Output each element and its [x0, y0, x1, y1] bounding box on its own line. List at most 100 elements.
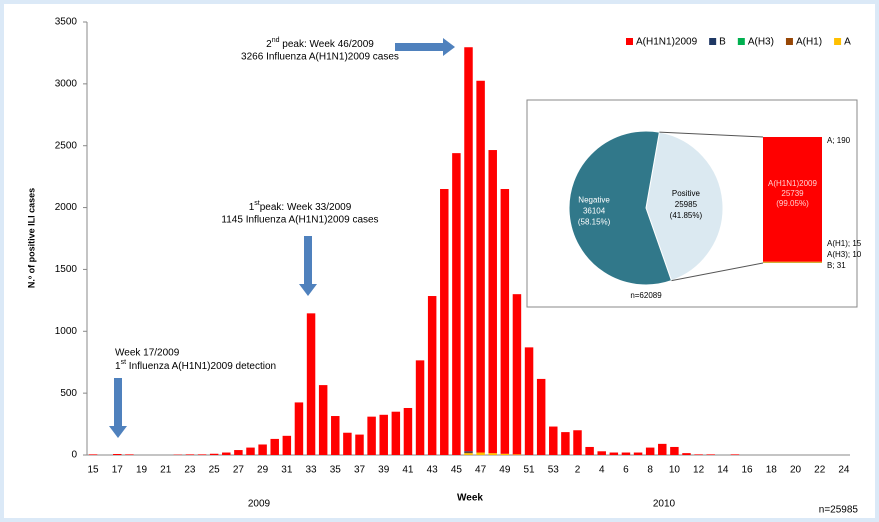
bar-segment	[512, 294, 522, 455]
inset-segment-label: A; 190	[827, 136, 851, 145]
bar-segment	[415, 360, 425, 455]
bar-segment	[391, 411, 401, 455]
bar-segment	[258, 444, 267, 455]
inset-bar-segment	[763, 261, 822, 263]
arrow	[109, 378, 127, 438]
bar-segment	[633, 452, 643, 455]
bar-segment	[464, 451, 473, 453]
x-tick-label: 45	[451, 465, 463, 476]
year-label: 2009	[248, 499, 271, 510]
y-tick-label: 3500	[55, 17, 78, 28]
bar-segment	[294, 402, 304, 455]
bar-segment	[476, 80, 485, 453]
pie-label: Positive	[672, 189, 701, 198]
pie-slice	[568, 130, 673, 286]
bar-segment	[488, 150, 497, 454]
x-tick-label: 14	[717, 465, 729, 476]
x-tick-label: 24	[838, 465, 850, 476]
bar-segment	[88, 454, 98, 455]
bar-segment	[658, 443, 667, 455]
bars	[88, 47, 740, 455]
x-tick-label: 31	[281, 465, 293, 476]
bar-segment	[452, 153, 461, 455]
x-tick-label: 17	[112, 465, 124, 476]
connector	[671, 262, 764, 282]
y-tick-label: 500	[60, 388, 77, 399]
bar-segment	[536, 378, 546, 455]
bar-segment	[318, 385, 328, 455]
x-tick-label: 20	[790, 465, 802, 476]
legend-label: A	[844, 37, 851, 48]
x-tick-label: 4	[599, 465, 605, 476]
y-tick-label: 2500	[55, 140, 78, 151]
legend-label: A(H3)	[748, 37, 774, 48]
pie-label: Negative	[578, 195, 610, 204]
inset-segment-label: A(H3); 10	[827, 250, 862, 259]
bar-segment	[597, 451, 606, 455]
annotation-part: 1	[249, 202, 255, 213]
inset-segment-label: A(H1); 15	[827, 239, 862, 248]
bar-segment	[488, 453, 497, 455]
bar-segment	[270, 438, 279, 455]
bar-segment	[355, 434, 364, 455]
legend-swatch	[834, 38, 842, 45]
annotation-part: st	[254, 200, 260, 207]
bar-segment	[500, 189, 510, 454]
bar-segment	[234, 450, 243, 455]
x-tick-label: 39	[378, 465, 390, 476]
x-tick-label: 33	[305, 465, 317, 476]
x-tick-label: 25	[209, 465, 221, 476]
x-tick-label: 53	[548, 465, 560, 476]
pie-label: (58.15%)	[578, 217, 611, 226]
inset-bar-label: 25739	[781, 189, 804, 198]
bar-segment	[476, 452, 485, 455]
n-label: n=25985	[819, 505, 859, 516]
pie-label: (41.85%)	[670, 211, 703, 220]
annotation-part: 2	[266, 39, 272, 50]
bar-segment	[403, 407, 413, 455]
bar-segment	[440, 189, 449, 455]
annotation: 1stpeak: Week 33/2009	[249, 200, 352, 213]
x-tick-label: 35	[330, 465, 342, 476]
pie-label: 36104	[583, 206, 606, 215]
x-tick-label: 8	[647, 465, 653, 476]
legend-swatch	[626, 38, 633, 45]
annotation-part: peak: Week 33/2009	[260, 202, 352, 213]
legend-label: B	[719, 37, 726, 48]
bar-segment	[367, 416, 376, 455]
bar-segment	[730, 454, 740, 455]
bar-segment	[670, 446, 679, 455]
inset-segment-label: B; 31	[827, 261, 846, 270]
bar-segment	[573, 430, 582, 455]
bar-segment	[585, 446, 594, 455]
bar-segment	[282, 435, 292, 455]
x-tick-label: 27	[233, 465, 245, 476]
legend-label: A(H1N1)2009	[636, 37, 698, 48]
arrow	[299, 236, 317, 296]
bar-segment	[500, 453, 510, 455]
y-tick-label: 1000	[55, 326, 78, 337]
legend-swatch	[709, 38, 717, 45]
annotation-part: peak: Week 46/2009	[280, 39, 375, 50]
annotation-part: 1	[115, 361, 121, 372]
x-tick-label: 18	[766, 465, 778, 476]
x-tick-label: 49	[499, 465, 511, 476]
x-tick-label: 2	[575, 465, 581, 476]
bar-segment	[464, 453, 473, 455]
bar-segment	[682, 453, 691, 455]
y-tick-label: 0	[71, 450, 77, 461]
bar-segment	[331, 416, 340, 455]
x-axis-title: Week	[457, 493, 483, 504]
bar-segment	[512, 454, 522, 455]
annotation: 2nd peak: Week 46/2009	[266, 37, 374, 50]
x-tick-label: 21	[160, 465, 172, 476]
bar-segment	[113, 454, 122, 455]
bar-segment	[185, 454, 195, 455]
x-tick-label: 15	[87, 465, 99, 476]
bar-segment	[561, 432, 570, 455]
x-tick-label: 51	[523, 465, 535, 476]
bar-segment	[645, 447, 655, 455]
bar-segment	[343, 432, 352, 455]
bar-segment	[706, 454, 715, 455]
